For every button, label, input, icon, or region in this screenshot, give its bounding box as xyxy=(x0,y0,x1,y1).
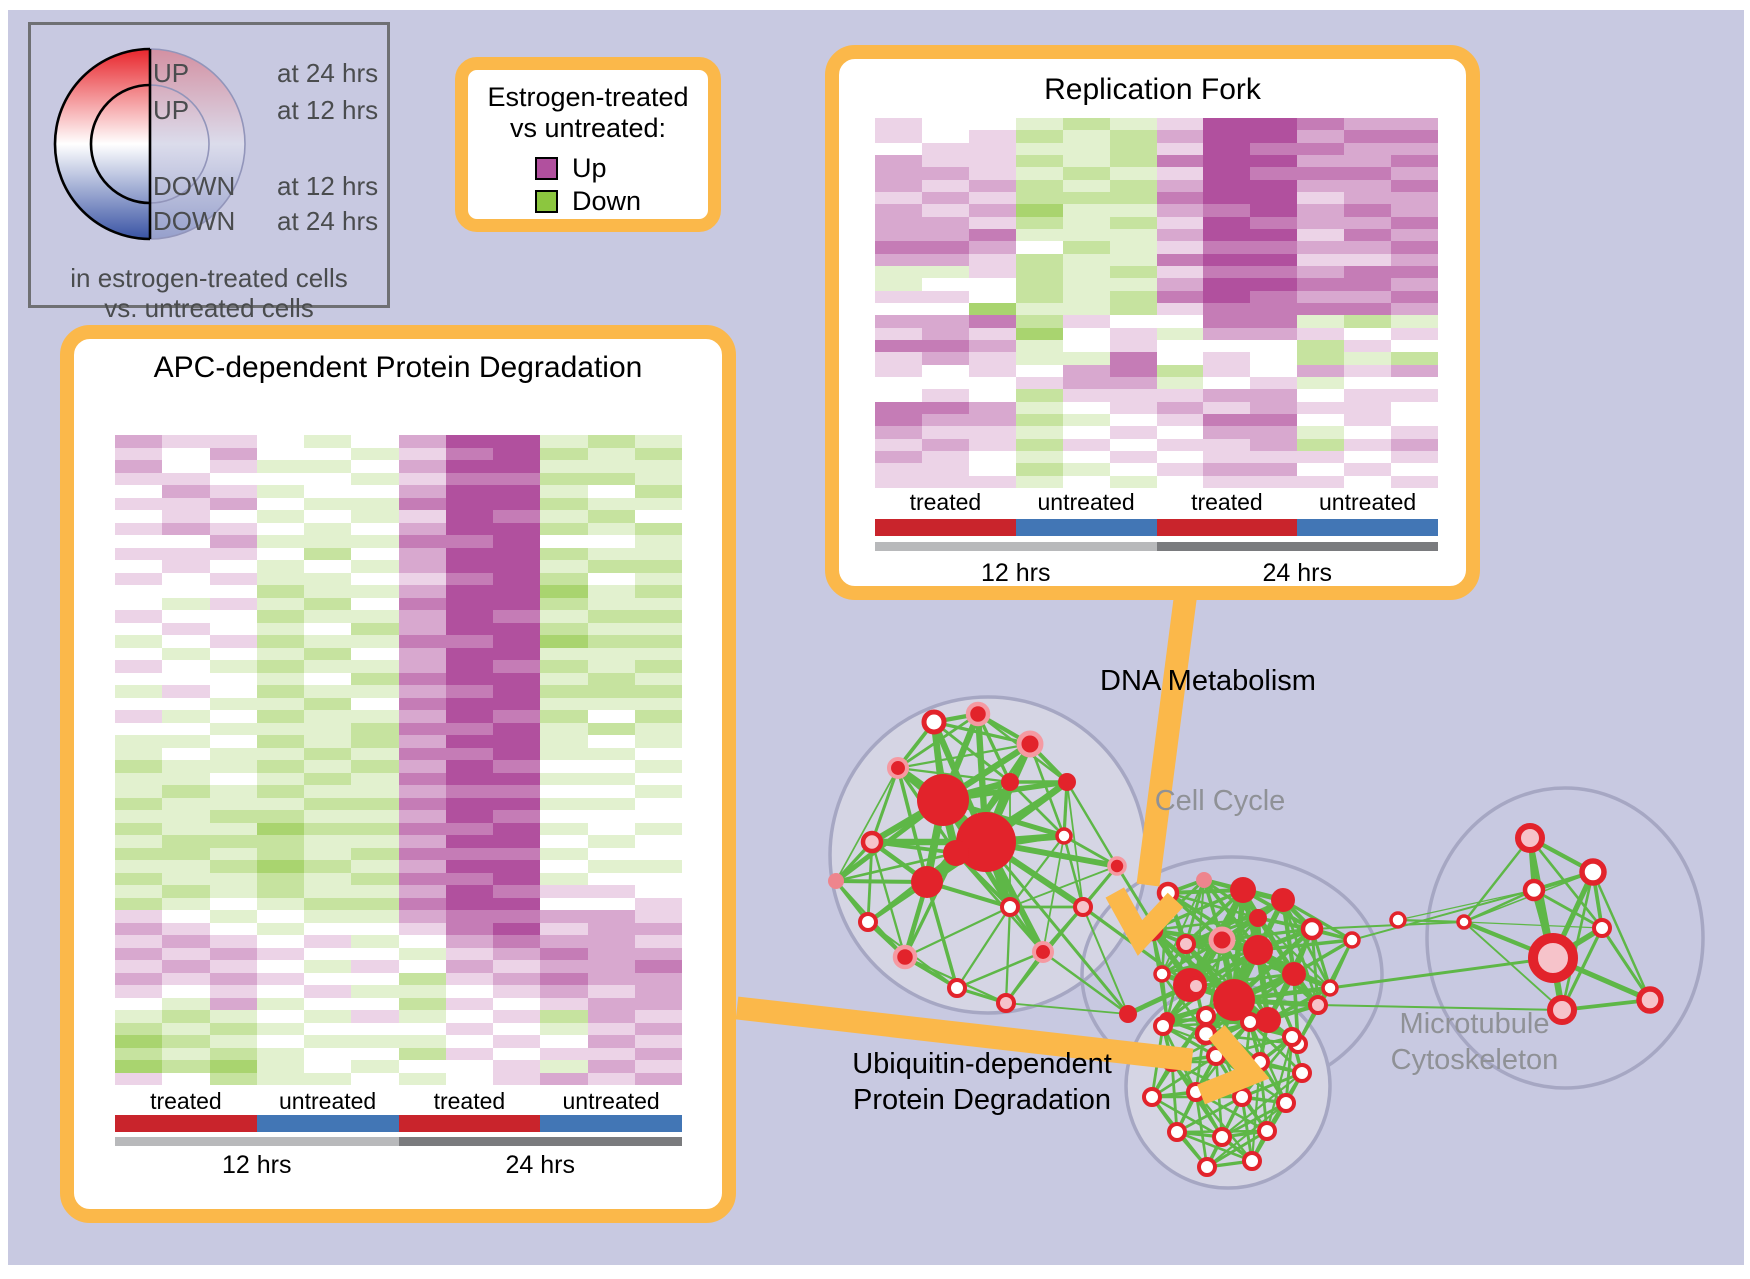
cluster-label-microtubule-line1: Microtubule xyxy=(1399,1008,1550,1040)
untreated-bar-segment xyxy=(256,1115,399,1132)
condition-label: untreated xyxy=(279,1088,377,1114)
treated-bar-segment xyxy=(875,519,1016,536)
treated-bar-segment xyxy=(398,1115,541,1132)
color-key-title-line2: vs untreated: xyxy=(509,113,667,143)
color-key-item-up: Up xyxy=(534,152,641,185)
time-labels-apc: 12 hrs 24 hrs xyxy=(115,1151,682,1180)
color-key-items: Up Down xyxy=(534,152,642,218)
direction-legend-box: UP at 24 hrs UP at 12 hrs DOWN at 12 hrs… xyxy=(28,22,390,323)
cluster-label-microtubule: Microtubule Cytoskeleton xyxy=(1372,1006,1577,1078)
time-label-24hrs: 24 hrs xyxy=(505,1151,575,1179)
panel-apc-title: APC-dependent Protein Degradation xyxy=(153,351,643,384)
ring-time-12: at 12 hrs xyxy=(277,95,379,125)
time-label-24hrs: 24 hrs xyxy=(1262,559,1332,587)
cluster-label-ubiquitin-line1: Ubiquitin-dependent xyxy=(852,1048,1112,1080)
condition-bar-apc xyxy=(115,1115,682,1132)
color-key-item-down: Down xyxy=(534,185,642,218)
time-bar-24hrs xyxy=(1156,542,1438,551)
ring-label-up-24: UP xyxy=(153,58,190,88)
cluster-label-microtubule-line2: Cytoskeleton xyxy=(1390,1044,1559,1076)
panel-apc-degradation: APC-dependent Protein Degradation treate… xyxy=(60,325,736,1223)
ring-right-half xyxy=(150,48,246,240)
untreated-bar-segment xyxy=(1297,519,1438,536)
direction-ring-chart xyxy=(53,47,246,241)
time-bar-apc xyxy=(115,1137,682,1146)
cluster-label-ubiquitin: Ubiquitin-dependent Protein Degradation xyxy=(832,1046,1132,1118)
cluster-label-cell-cycle: Cell Cycle xyxy=(1154,785,1286,817)
cluster-label-dna-metabolism: DNA Metabolism xyxy=(1100,665,1316,697)
treated-bar-segment xyxy=(115,1115,257,1132)
time-bar-12hrs xyxy=(115,1137,399,1146)
condition-labels-rf: treated untreated treated untreated xyxy=(875,489,1438,516)
cluster-label-ubiquitin-line2: Protein Degradation xyxy=(853,1084,1111,1116)
condition-label: untreated xyxy=(562,1088,660,1114)
condition-labels-apc: treated untreated treated untreated xyxy=(115,1088,682,1115)
condition-label: treated xyxy=(909,489,982,515)
ring-time-24b: at 24 hrs xyxy=(277,206,379,236)
up-swatch-label: Up xyxy=(571,153,607,183)
condition-label: treated xyxy=(433,1088,506,1114)
up-swatch xyxy=(534,157,558,180)
heatmap-apc xyxy=(115,435,682,1085)
condition-bar-rf xyxy=(875,519,1438,536)
down-swatch xyxy=(534,190,558,213)
ring-time-24: at 24 hrs xyxy=(277,58,379,88)
untreated-bar-segment xyxy=(1015,519,1157,536)
time-bar-rf xyxy=(875,542,1438,551)
panel-replication-fork: Replication Fork treated untreated treat… xyxy=(825,45,1480,600)
down-swatch-label: Down xyxy=(571,186,642,216)
ring-time-12b: at 12 hrs xyxy=(277,171,379,201)
condition-label: treated xyxy=(150,1088,222,1114)
time-bar-12hrs xyxy=(875,542,1157,551)
time-bar-24hrs xyxy=(398,1137,682,1146)
ring-label-down-24: DOWN xyxy=(153,206,236,236)
color-key-title-line1: Estrogen-treated xyxy=(487,82,689,112)
time-label-12hrs: 12 hrs xyxy=(222,1151,292,1179)
ring-label-down-12: DOWN xyxy=(153,171,236,201)
estrogen-color-key: Estrogen-treated vs untreated: Up Down xyxy=(455,57,721,232)
heatmap-replication-fork xyxy=(875,118,1438,488)
condition-label: untreated xyxy=(1319,489,1417,515)
time-label-12hrs: 12 hrs xyxy=(981,559,1051,587)
panel-rf-title: Replication Fork xyxy=(1044,73,1261,106)
time-labels-rf: 12 hrs 24 hrs xyxy=(875,559,1438,588)
ring-left-half xyxy=(53,47,150,241)
ring-label-up-12: UP xyxy=(153,95,190,125)
ring-caption-line1: in estrogen-treated cells xyxy=(70,263,348,293)
condition-label: untreated xyxy=(1037,489,1135,515)
treated-bar-segment xyxy=(1156,519,1298,536)
ring-caption-line2: vs. untreated cells xyxy=(104,293,314,323)
condition-label: treated xyxy=(1191,489,1263,515)
untreated-bar-segment xyxy=(540,1115,682,1132)
color-key-title: Estrogen-treated vs untreated: xyxy=(468,82,708,144)
